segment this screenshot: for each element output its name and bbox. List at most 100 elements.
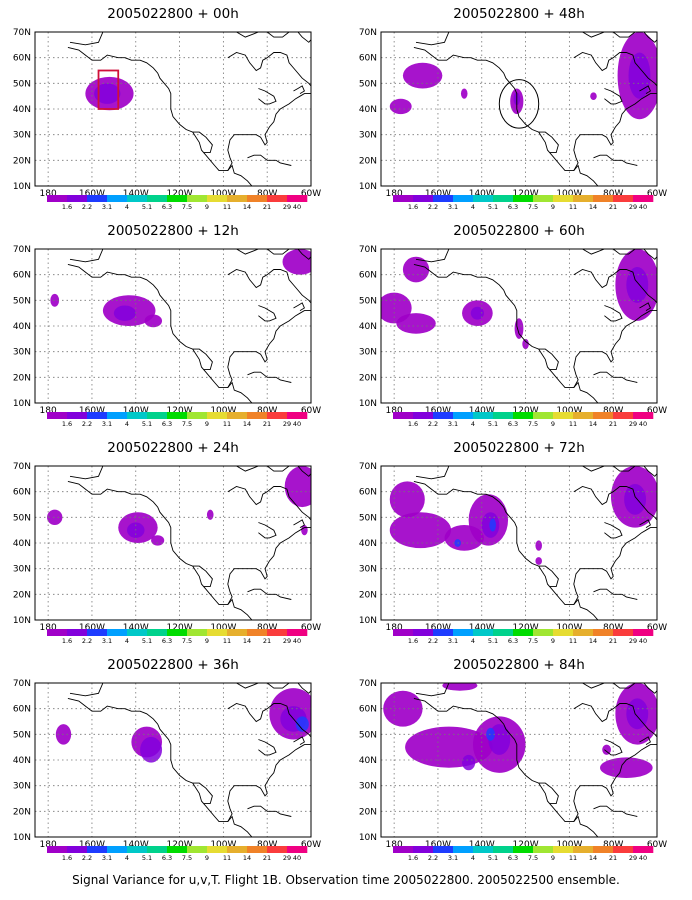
colorbar-label: 21 bbox=[263, 203, 271, 211]
colorbar-label: 40 bbox=[639, 420, 647, 428]
lat-tick-label: 20N bbox=[359, 373, 377, 383]
colorbar-label: 3.1 bbox=[102, 420, 112, 428]
coastline bbox=[297, 466, 311, 477]
lat-tick-label: 40N bbox=[13, 322, 31, 332]
coastline bbox=[643, 32, 657, 43]
colorbar-label: 40 bbox=[293, 420, 301, 428]
coastline bbox=[604, 305, 623, 322]
coastline bbox=[643, 249, 657, 260]
colorbar-label: 14 bbox=[589, 637, 597, 645]
coastline bbox=[227, 703, 311, 738]
coastline bbox=[643, 683, 657, 694]
coastline bbox=[582, 683, 605, 689]
coastline bbox=[297, 683, 311, 694]
lat-tick-label: 70N bbox=[359, 245, 377, 255]
colorbar-swatch bbox=[207, 412, 228, 419]
colorbar-swatch bbox=[47, 412, 68, 419]
colorbar-label: 7.5 bbox=[528, 637, 538, 645]
coastline bbox=[69, 249, 104, 263]
colorbar-label: 1.6 bbox=[408, 420, 418, 428]
map-frame bbox=[380, 31, 658, 187]
coastlines bbox=[413, 683, 657, 837]
map-panel: 2005022800 + 24h 10N 20N 30N 40N 50N 60N 70N 180… bbox=[0, 434, 346, 651]
colorbar-label: 29 bbox=[283, 420, 291, 428]
lon-tick-label: 120W bbox=[513, 406, 539, 416]
lat-tick-label: 50N bbox=[359, 730, 377, 740]
coastline bbox=[538, 348, 559, 371]
coastline bbox=[612, 249, 636, 255]
coastline bbox=[573, 527, 657, 605]
colorbar-swatch bbox=[87, 412, 108, 419]
lon-tick-label: 100W bbox=[556, 840, 582, 850]
lon-tick-label: 180 bbox=[386, 840, 403, 850]
colorbar-swatch bbox=[247, 629, 268, 636]
map-svg: 10N 20N 30N 40N 50N 60N 70N 180 160W 140W 120W 100W… bbox=[359, 28, 667, 211]
map-panel: 2005022800 + 48h 10N 20N 30N 40N 50N 60N 70N 180… bbox=[346, 0, 692, 217]
map-frame bbox=[34, 465, 312, 621]
colorbar-swatch bbox=[87, 629, 108, 636]
lat-tick-label: 30N bbox=[13, 782, 31, 792]
colorbar-label: 29 bbox=[629, 420, 637, 428]
lat-tick-label: 60N bbox=[359, 488, 377, 498]
lat-tick-label: 10N bbox=[359, 616, 377, 626]
lon-tick-label: 140W bbox=[123, 623, 149, 633]
variance-blob bbox=[626, 266, 649, 303]
colorbar-label: 14 bbox=[589, 854, 597, 862]
map-panel: 2005022800 + 36h 10N 20N 30N 40N 50N 60N 70N 180… bbox=[0, 651, 346, 868]
colorbar-label: 5.1 bbox=[488, 637, 498, 645]
grid-lines bbox=[35, 249, 311, 403]
lon-tick-label: 180 bbox=[40, 623, 57, 633]
coastline bbox=[593, 588, 638, 600]
variance-blob bbox=[535, 557, 542, 565]
variance-blob bbox=[628, 52, 651, 99]
lon-tick-label: 100W bbox=[556, 406, 582, 416]
variance-blob bbox=[402, 62, 443, 89]
colorbar: 1.6 2.2 3.1 4 5.1 6.3 7.5 9 11 14 21 29 40 bbox=[393, 629, 654, 645]
coastline bbox=[593, 805, 638, 817]
coastline bbox=[258, 739, 277, 756]
colorbar-swatch bbox=[127, 846, 148, 853]
colorbar-swatch bbox=[127, 412, 148, 419]
coastline bbox=[538, 782, 559, 805]
colorbar-label: 40 bbox=[639, 854, 647, 862]
lat-tick-label: 20N bbox=[13, 373, 31, 383]
colorbar-label: 14 bbox=[243, 637, 251, 645]
colorbar-swatch bbox=[267, 412, 288, 419]
lat-tick-label: 20N bbox=[13, 590, 31, 600]
lat-tick-label: 20N bbox=[359, 590, 377, 600]
colorbar-label: 5.1 bbox=[142, 637, 152, 645]
coastlines bbox=[413, 32, 657, 186]
lat-tick-label: 70N bbox=[13, 245, 31, 255]
colorbar-label: 11 bbox=[569, 203, 577, 211]
lon-tick-label: 60W bbox=[301, 623, 321, 633]
coastline bbox=[297, 249, 311, 260]
coastline bbox=[582, 466, 605, 472]
colorbar-label: 5.1 bbox=[488, 203, 498, 211]
coastline bbox=[297, 32, 311, 43]
lon-tick-label: 180 bbox=[40, 406, 57, 416]
coastline bbox=[639, 736, 651, 745]
colorbar-swatch bbox=[207, 846, 228, 853]
colorbar-label: 11 bbox=[223, 203, 231, 211]
coastline bbox=[227, 93, 311, 171]
variance-blob bbox=[462, 754, 476, 771]
coastline bbox=[413, 697, 599, 837]
colorbar-swatch bbox=[413, 846, 434, 853]
colorbar-label: 40 bbox=[293, 854, 301, 862]
lat-tick-label: 10N bbox=[359, 182, 377, 192]
lat-tick-label: 50N bbox=[13, 79, 31, 89]
lat-tick-label: 40N bbox=[13, 756, 31, 766]
colorbar-label: 2.2 bbox=[428, 637, 438, 645]
coastline bbox=[573, 310, 657, 388]
coastline bbox=[192, 348, 213, 371]
lat-tick-label: 30N bbox=[13, 565, 31, 575]
lon-tick-label: 160W bbox=[79, 623, 105, 633]
colorbar-swatch bbox=[433, 412, 454, 419]
lon-tick-label: 100W bbox=[210, 189, 236, 199]
colorbar-swatch bbox=[453, 412, 474, 419]
coastline bbox=[573, 52, 657, 87]
variance-blob bbox=[402, 256, 430, 283]
colorbar-label: 3.1 bbox=[448, 854, 458, 862]
variance-blob bbox=[113, 305, 136, 321]
panel-grid: 2005022800 + 00h 10N 20N 30N 40N 50N 60N 70N 180… bbox=[0, 0, 692, 868]
